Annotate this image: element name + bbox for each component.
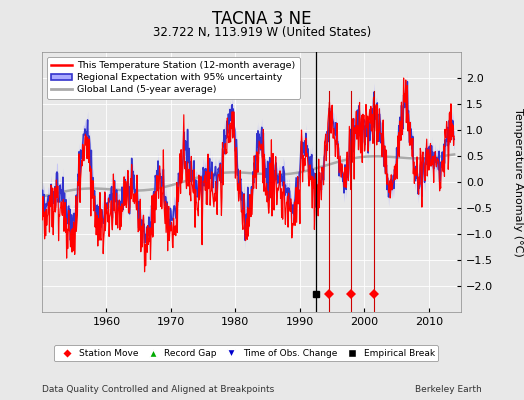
Y-axis label: Temperature Anomaly (°C): Temperature Anomaly (°C)	[512, 108, 522, 256]
Text: TACNA 3 NE: TACNA 3 NE	[212, 10, 312, 28]
Text: Data Quality Controlled and Aligned at Breakpoints: Data Quality Controlled and Aligned at B…	[42, 385, 274, 394]
Text: 32.722 N, 113.919 W (United States): 32.722 N, 113.919 W (United States)	[153, 26, 371, 39]
Legend: Station Move, Record Gap, Time of Obs. Change, Empirical Break: Station Move, Record Gap, Time of Obs. C…	[54, 345, 438, 362]
Text: Berkeley Earth: Berkeley Earth	[416, 385, 482, 394]
Legend: This Temperature Station (12-month average), Regional Expectation with 95% uncer: This Temperature Station (12-month avera…	[47, 57, 300, 99]
